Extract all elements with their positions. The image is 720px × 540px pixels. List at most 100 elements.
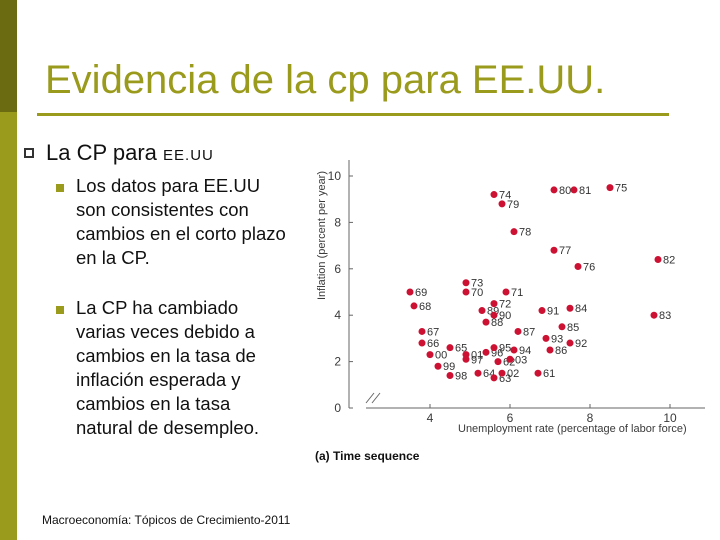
y-axis-label: Inflation (percent per year) xyxy=(316,171,328,300)
main-heading-country: EE.UU xyxy=(163,147,214,164)
data-point xyxy=(406,288,414,296)
data-point-label: 67 xyxy=(427,326,439,338)
data-point xyxy=(558,323,566,331)
data-point xyxy=(510,228,518,236)
data-point xyxy=(566,339,574,347)
y-tick-label: 4 xyxy=(334,308,341,322)
data-point xyxy=(542,334,550,342)
data-point-label: 74 xyxy=(499,190,511,202)
data-point xyxy=(462,351,470,359)
data-point xyxy=(546,346,554,354)
data-point-label: 75 xyxy=(615,183,627,195)
x-axis-label: Unemployment rate (percentage of labor f… xyxy=(458,423,687,435)
data-point-label: 69 xyxy=(415,287,427,299)
data-point-label: 82 xyxy=(663,255,675,267)
data-point xyxy=(502,288,510,296)
data-point xyxy=(606,184,614,192)
data-point xyxy=(566,304,574,312)
data-point-label: 87 xyxy=(523,326,535,338)
data-point xyxy=(418,339,426,347)
data-point xyxy=(446,372,454,380)
x-tick-label: 8 xyxy=(587,411,594,425)
data-point xyxy=(482,348,490,356)
data-point xyxy=(498,369,506,377)
data-point-label: 00 xyxy=(435,350,447,362)
main-heading-text: La CP para xyxy=(46,140,164,165)
data-point-label: 73 xyxy=(471,278,483,290)
data-point-label: 99 xyxy=(443,361,455,373)
data-point xyxy=(538,307,546,315)
data-point xyxy=(510,346,518,354)
y-tick-label: 2 xyxy=(334,355,341,369)
data-point xyxy=(418,327,426,335)
data-point xyxy=(446,344,454,352)
data-point xyxy=(550,246,558,254)
data-point xyxy=(494,358,502,366)
data-point xyxy=(506,355,514,363)
data-point xyxy=(550,186,558,194)
data-point xyxy=(650,311,658,319)
data-point xyxy=(498,200,506,208)
x-tick-label: 10 xyxy=(663,411,677,425)
data-point xyxy=(474,369,482,377)
axis-break-mark xyxy=(371,392,381,404)
data-point xyxy=(490,374,498,382)
data-point-label: 81 xyxy=(579,185,591,197)
data-point-label: 95 xyxy=(499,343,511,355)
data-point-label: 92 xyxy=(575,338,587,350)
data-point xyxy=(462,288,470,296)
data-point-label: 72 xyxy=(499,299,511,311)
data-point-label: 80 xyxy=(559,185,571,197)
title-underline xyxy=(37,113,669,116)
data-point-label: 98 xyxy=(455,371,467,383)
x-tick-label: 6 xyxy=(507,411,514,425)
data-point xyxy=(514,327,522,335)
data-point-label: 91 xyxy=(547,306,559,318)
footer-text: Macroeconomía: Tópicos de Crecimiento-20… xyxy=(42,513,291,527)
data-point-label: 94 xyxy=(519,345,531,357)
data-point xyxy=(478,307,486,315)
data-point-label: 84 xyxy=(575,303,587,315)
bullet-text-1: Los datos para EE.UU son consistentes co… xyxy=(76,175,286,268)
data-point xyxy=(490,300,498,308)
data-point xyxy=(462,279,470,287)
data-point xyxy=(534,369,542,377)
bullet-text-2: La CP ha cambiado varias veces debido a … xyxy=(76,297,260,438)
axis-break-mark xyxy=(365,392,375,404)
data-point-label: 76 xyxy=(583,261,595,273)
data-point-label: 03 xyxy=(515,354,527,366)
slide-title: Evidencia de la cp para EE.UU. xyxy=(45,58,606,102)
chart-caption: (a) Time sequence xyxy=(315,449,420,463)
data-point xyxy=(490,344,498,352)
main-bullet-icon xyxy=(24,148,34,158)
data-point-label: 90 xyxy=(499,310,511,322)
y-tick-label: 10 xyxy=(328,169,342,183)
data-point-label: 71 xyxy=(511,287,523,299)
data-point-label: 68 xyxy=(419,301,431,313)
data-point-label: 01 xyxy=(471,350,483,362)
data-point xyxy=(654,256,662,264)
data-point xyxy=(410,302,418,310)
data-point-label: 83 xyxy=(659,310,671,322)
data-point xyxy=(434,362,442,370)
y-tick-label: 6 xyxy=(334,262,341,276)
data-point-label: 70 xyxy=(471,287,483,299)
y-tick-label: 0 xyxy=(334,401,341,415)
sub-bullet-icon xyxy=(56,306,64,314)
sub-bullet-icon xyxy=(56,184,64,192)
data-point xyxy=(482,318,490,326)
data-point-label: 61 xyxy=(543,368,555,380)
y-tick-label: 8 xyxy=(334,215,341,229)
data-point-label: 02 xyxy=(507,368,519,380)
data-point xyxy=(574,262,582,270)
data-point-label: 79 xyxy=(507,199,519,211)
data-point-label: 85 xyxy=(567,322,579,334)
data-point-label: 66 xyxy=(427,338,439,350)
data-point-label: 88 xyxy=(491,317,503,329)
data-point-label: 97 xyxy=(471,354,483,366)
data-point-label: 77 xyxy=(559,245,571,257)
main-heading: La CP para EE.UU xyxy=(46,140,214,166)
data-point xyxy=(570,186,578,194)
data-point xyxy=(490,191,498,199)
